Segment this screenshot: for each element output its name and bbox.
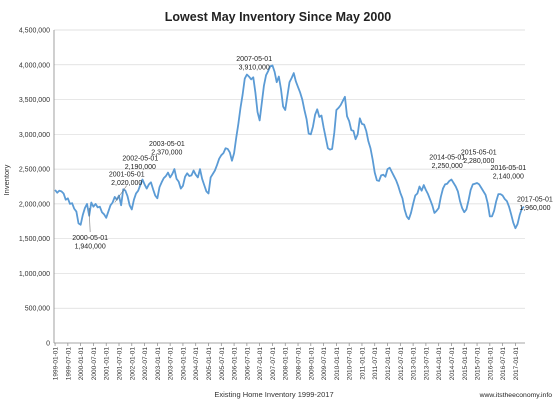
annotation-date: 2017-05-01 — [517, 197, 553, 204]
x-tick-label: 2011-07-01 — [372, 347, 379, 380]
x-tick-label: 2010-07-01 — [347, 347, 354, 381]
x-tick-label: 2015-01-01 — [462, 347, 469, 381]
y-tick-label: 500,000 — [25, 306, 50, 313]
x-tick-label: 2014-01-01 — [436, 347, 443, 381]
annotation-value: 2,370,000 — [151, 150, 182, 157]
annotation-2017-05-01: 2017-05-011,960,000 — [517, 197, 553, 213]
x-tick-label: 2001-01-01 — [104, 347, 111, 381]
x-axis-label: Existing Home Inventory 1999-2017 — [214, 390, 333, 399]
x-tick-label: 2013-07-01 — [423, 347, 430, 381]
x-tick-label: 2011-01-01 — [359, 347, 366, 380]
annotation-date: 2007-05-01 — [236, 56, 272, 63]
x-tick-label: 2017-01-01 — [513, 347, 520, 381]
x-axis: 1999-01-01 1999-07-01 2000-01-01 2000-07-01… — [53, 342, 525, 381]
x-tick-label: 2006-01-01 — [232, 347, 239, 381]
annotation-value: 1,960,000 — [519, 205, 550, 212]
annotation-value: 2,020,000 — [111, 180, 142, 187]
annotation-2000-05-01: 2000-05-01 1,940,000 — [72, 208, 108, 251]
annotation-leader — [88, 208, 91, 233]
x-tick-label: 2012-01-01 — [385, 347, 392, 381]
annotation-date: 2000-05-01 — [72, 235, 108, 242]
chart-title: Lowest May Inventory Since May 2000 — [165, 10, 392, 24]
y-tick-label: 1,000,000 — [19, 271, 50, 278]
x-tick-label: 2007-07-01 — [270, 347, 277, 381]
annotation-value: 2,250,000 — [432, 163, 463, 170]
annotations: 2000-05-011,940,0002001-05-012,020,00020… — [72, 56, 553, 251]
x-tick-label: 2004-01-01 — [180, 347, 187, 381]
y-tick-label: 3,000,000 — [19, 132, 50, 139]
x-tick-label: 2000-01-01 — [78, 347, 85, 381]
annotation-value: 2,190,000 — [125, 164, 156, 171]
x-tick-label: 2016-01-01 — [487, 347, 494, 381]
x-tick-label: 2002-01-01 — [129, 347, 136, 381]
x-tick-label: 2008-07-01 — [296, 347, 303, 381]
x-tick-label: 2004-07-01 — [193, 347, 200, 381]
x-tick-label: 2003-07-01 — [168, 347, 175, 381]
annotation-date: 2003-05-01 — [149, 141, 185, 148]
annotation-2015-05-01: 2015-05-01 2,280,000 — [461, 149, 497, 165]
x-tick-label: 2013-01-01 — [411, 347, 418, 381]
annotation-2003-05-01: 2003-05-01 2,370,000 — [149, 141, 185, 157]
x-tick-label: 2008-01-01 — [283, 347, 290, 381]
x-tick-label: 2010-01-01 — [334, 347, 341, 381]
y-axis-label: Inventory — [2, 164, 11, 195]
x-tick-label: 2000-07-01 — [91, 347, 98, 381]
y-tick-label: 2,000,000 — [19, 201, 50, 208]
annotation-2007-05-01: 2007-05-01 3,910,000 — [236, 56, 272, 72]
annotation-leader — [114, 185, 127, 203]
annotation-date: 2015-05-01 — [461, 149, 497, 156]
source-credit: www.itstheeconomy.info — [479, 392, 553, 399]
x-tick-label: 2001-07-01 — [117, 347, 124, 381]
x-tick-label: 2014-07-01 — [449, 347, 456, 381]
y-tick-label: 4,000,000 — [19, 62, 50, 69]
y-axis: 0 500,000 1,000,000 1,500,000 2,000,000 2,500… — [19, 28, 55, 348]
x-tick-label: 2005-01-01 — [206, 347, 213, 381]
x-tick-label: 1999-07-01 — [65, 347, 72, 381]
series-line-inventory — [54, 64, 525, 230]
annotation-date: 2014-05-01 — [429, 155, 465, 162]
x-tick-label: 2006-07-01 — [244, 347, 251, 381]
y-tick-label: 0 — [46, 341, 50, 348]
annotation-date: 2002-05-01 — [122, 156, 158, 163]
x-tick-label: 2007-01-01 — [257, 347, 264, 381]
annotation-2014-05-01: 2014-05-012,250,000 — [429, 155, 465, 171]
x-tick-label: 2012-07-01 — [398, 347, 405, 381]
annotation-value: 2,280,000 — [463, 158, 494, 165]
annotation-2016-05-01: 2016-05-01 2,140,000 — [490, 165, 526, 181]
annotation-2001-05-01: 2001-05-01 2,020,000 — [109, 171, 145, 203]
x-tick-label: 2015-07-01 — [475, 347, 482, 381]
y-tick-label: 4,500,000 — [19, 28, 50, 35]
x-tick-label: 2005-07-01 — [219, 347, 226, 381]
annotation-value: 2,140,000 — [493, 174, 524, 181]
x-tick-label: 2009-07-01 — [321, 347, 328, 381]
annotation-date: 2016-05-01 — [490, 165, 526, 172]
y-tick-label: 2,500,000 — [19, 167, 50, 174]
annotation-value: 1,940,000 — [75, 244, 106, 251]
annotation-date: 2001-05-01 — [109, 171, 145, 178]
annotation-2002-05-01: 2002-05-012,190,000 — [122, 156, 158, 172]
x-tick-label: 2009-01-01 — [308, 347, 315, 381]
y-tick-label: 3,500,000 — [19, 97, 50, 104]
x-tick-label: 2002-07-01 — [142, 347, 149, 381]
y-tick-label: 1,500,000 — [19, 236, 50, 243]
x-tick-label: 1999-01-01 — [53, 347, 60, 381]
x-tick-label: 2003-01-01 — [155, 347, 162, 381]
x-tick-label: 2016-07-01 — [500, 347, 507, 381]
annotation-value: 3,910,000 — [239, 65, 270, 72]
